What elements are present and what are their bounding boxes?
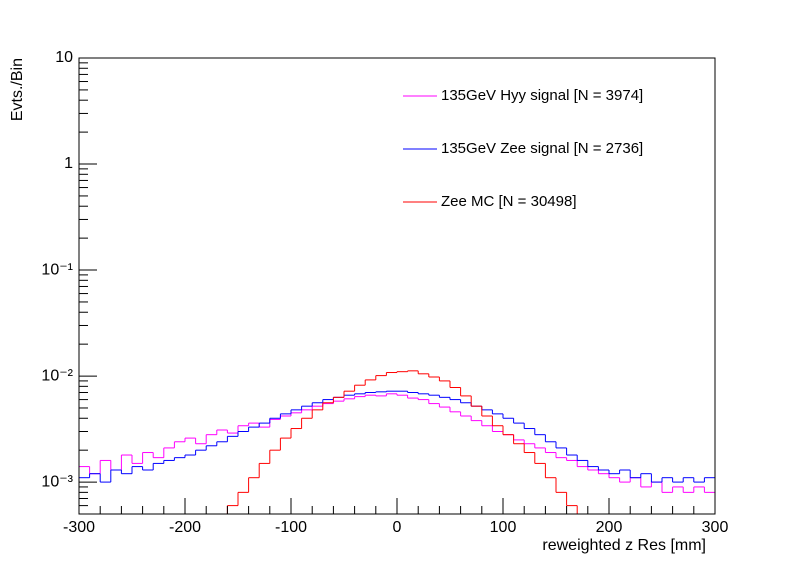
y-tick-label: 1 [64,155,73,172]
x-tick-label: 300 [702,519,729,536]
x-axis-title: reweighted z Res [mm] [542,537,706,554]
y-axis-title: Evts./Bin [9,58,26,121]
legend-label: 135GeV Zee signal [N = 2736] [441,140,643,157]
y-tick-label: 10⁻² [41,367,73,384]
y-tick-label: 10⁻³ [41,473,73,490]
legend-label: 135GeV Hyy signal [N = 3974] [441,87,643,104]
y-tick-label: 10 [55,49,73,66]
plot-area [79,370,715,514]
x-tick-label: 200 [596,519,623,536]
x-tick-label: 100 [490,519,517,536]
legend-label: Zee MC [N = 30498] [441,193,576,210]
x-tick-label: -300 [63,519,95,536]
x-tick-label: -100 [275,519,307,536]
y-tick-label: 10⁻¹ [41,261,73,278]
x-tick-label: -200 [169,519,201,536]
x-tick-label: 0 [393,519,402,536]
